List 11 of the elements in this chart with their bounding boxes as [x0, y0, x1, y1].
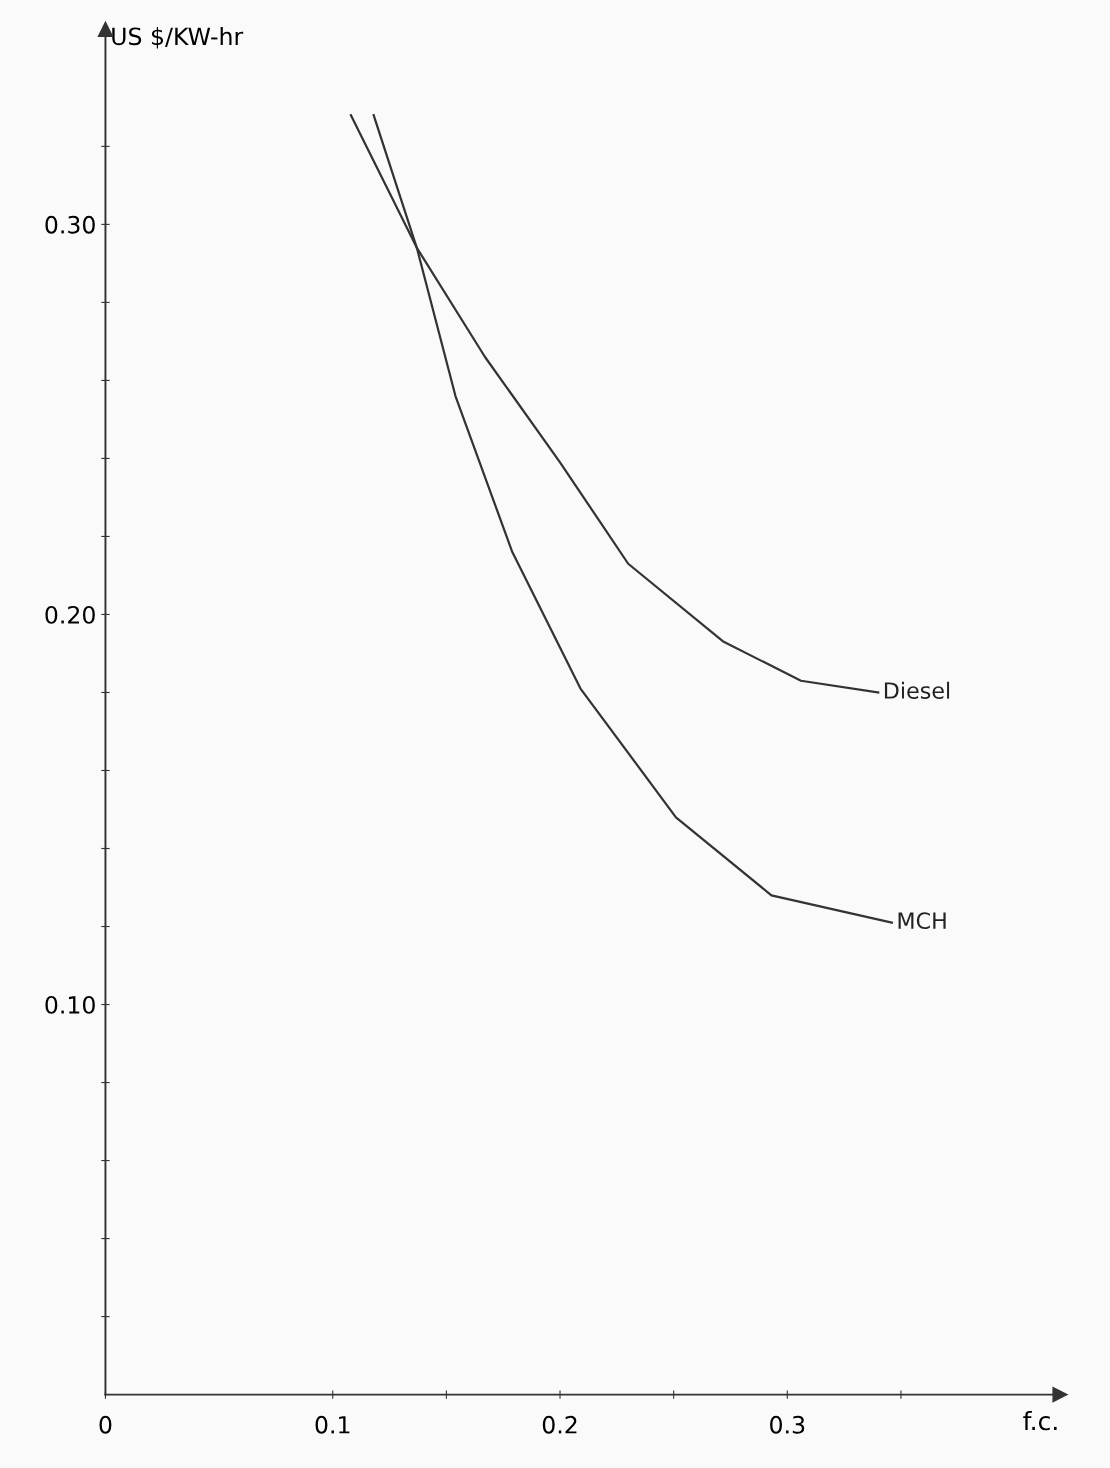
series-label: MCH: [898, 912, 946, 930]
y-tick-label: 0.30: [45, 215, 95, 234]
x-tick-label: 0: [99, 1415, 112, 1434]
series-label: Diesel: [884, 681, 950, 699]
y-tick-label: 0.20: [45, 605, 95, 624]
x-tick-label: 0.3: [770, 1415, 805, 1434]
x-tick-label: 0.2: [542, 1415, 577, 1434]
y-tick-label: 0.10: [45, 995, 95, 1014]
y-axis-title: US $/KW-hr: [112, 26, 244, 49]
x-tick-label: 0.1: [315, 1415, 350, 1434]
x-axis-title: f.c.: [1023, 1410, 1057, 1431]
